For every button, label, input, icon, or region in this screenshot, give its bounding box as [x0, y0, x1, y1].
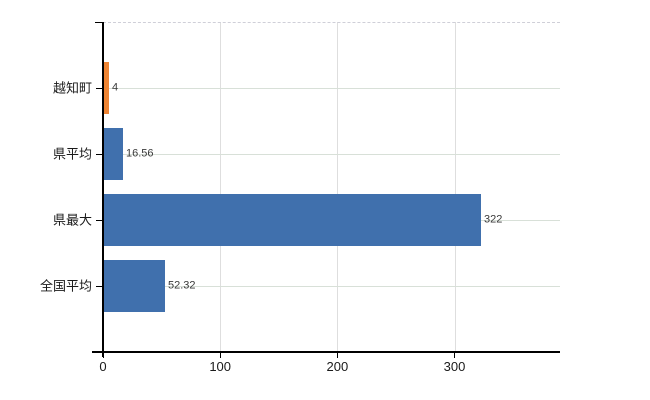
bar-1	[104, 128, 123, 180]
category-label: 全国平均	[39, 278, 92, 294]
x-tick-label: 300	[443, 359, 466, 374]
x-axis-tick	[454, 352, 456, 358]
value-label: 16.56	[126, 147, 154, 160]
category-label: 越知町	[52, 80, 92, 96]
category-tick	[96, 219, 103, 221]
y-axis-line	[102, 22, 104, 357]
bar-3	[104, 260, 165, 312]
x-tick-label: 200	[326, 359, 349, 374]
x-axis-tick	[219, 352, 221, 358]
category-tick	[96, 285, 103, 287]
value-label: 52.32	[168, 279, 196, 292]
value-label: 322	[484, 213, 503, 226]
top-spine	[103, 22, 560, 23]
bar-0	[104, 62, 109, 114]
horizontal-gridline	[103, 88, 560, 89]
category-label: 県最大	[52, 212, 92, 228]
x-tick-label: 100	[209, 359, 232, 374]
value-label: 4	[112, 81, 119, 94]
category-label: 県平均	[52, 146, 92, 162]
category-tick	[96, 153, 103, 155]
horizontal-gridline	[103, 154, 560, 155]
x-axis-line	[92, 351, 560, 353]
x-axis-tick	[336, 352, 338, 358]
vertical-gridline	[337, 22, 339, 352]
horizontal-gridline	[103, 286, 560, 287]
vertical-gridline	[454, 22, 456, 352]
category-tick	[96, 87, 103, 89]
y-axis-top-tick	[95, 21, 103, 23]
bar-2	[104, 194, 481, 246]
vertical-gridline	[220, 22, 222, 352]
x-tick-label: 0	[99, 359, 107, 374]
